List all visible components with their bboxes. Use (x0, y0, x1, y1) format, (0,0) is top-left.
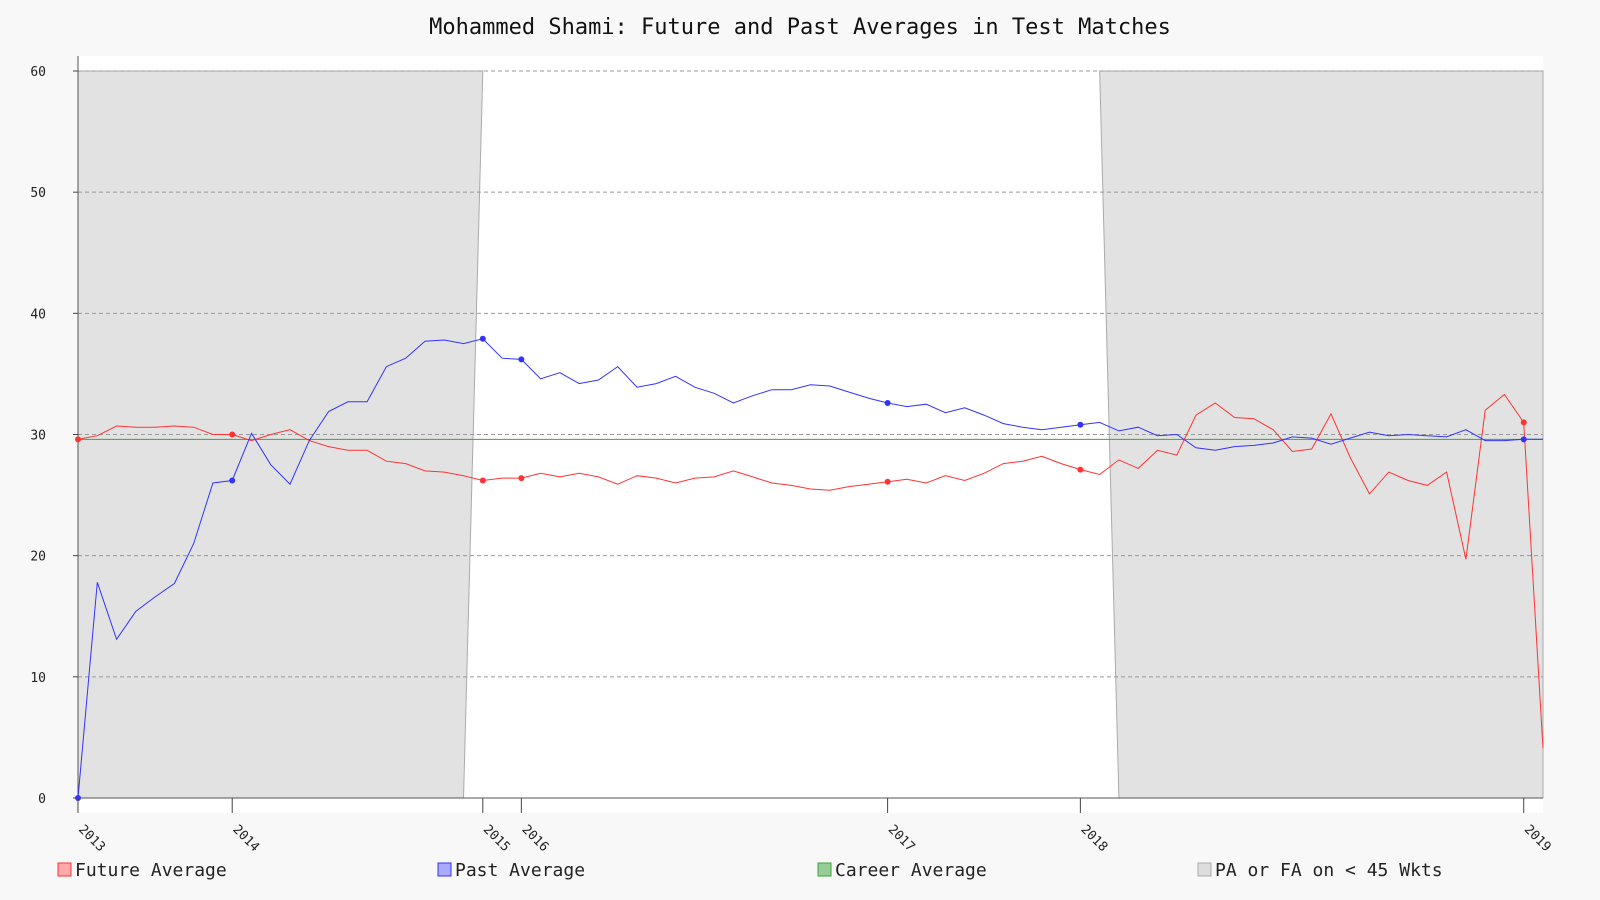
future-average-marker-23 (518, 475, 525, 482)
past-average-line (77, 338, 1543, 799)
legend-label-future-average: Future Average (75, 860, 227, 881)
y-tick-label-0: 0 (38, 792, 46, 807)
future-average-marker-8 (229, 431, 236, 438)
past-average-marker-8 (229, 477, 236, 484)
future-average-marker-75 (1520, 419, 1527, 426)
legend-swatch-pa-or-fa-on-45-wkts (1197, 862, 1212, 877)
y-tick-labels: 0 10 20 30 40 50 60 (30, 65, 46, 807)
future-average-line (77, 393, 1544, 749)
legend-label-career-average: Career Average (835, 860, 987, 881)
future-average-marker-0 (75, 436, 81, 443)
legend-swatch-past-average (437, 862, 452, 877)
x-tick-label-2015: 2015 (480, 822, 513, 855)
past-average-marker-42 (884, 399, 891, 406)
markers-layer (75, 335, 1527, 801)
legend-swatch-career-average (817, 862, 832, 877)
x-tick-label-2016: 2016 (519, 822, 552, 855)
x-tick-label-2019: 2019 (1521, 822, 1554, 855)
chart-title: Mohammed Shami: Future and Past Averages… (429, 15, 1171, 40)
legend-label-pa-or-fa-on-45-wkts: PA or FA on < 45 Wkts (1215, 860, 1443, 881)
y-tick-label-40: 40 (30, 307, 46, 322)
y-tick-label-10: 10 (30, 671, 46, 686)
axes (77, 56, 1543, 813)
gridlines (73, 70, 1543, 799)
x-tick-label-2014: 2014 (229, 822, 262, 855)
y-tick-label-30: 30 (30, 429, 46, 444)
y-tick-label-50: 50 (30, 186, 46, 201)
y-tick-label-60: 60 (30, 65, 46, 80)
legend-swatch-future-average (57, 862, 72, 877)
past-average-marker-21 (479, 335, 486, 342)
series-layer (77, 338, 1544, 799)
low-wicket-regions (77, 70, 1544, 799)
legend: Future Average Past Average Career Average… (57, 860, 1443, 881)
x-tick-label-2013: 2013 (75, 822, 108, 855)
legend-label-past-average: Past Average (455, 860, 585, 881)
past-average-marker-75 (1520, 436, 1527, 443)
y-tick-label-20: 20 (30, 550, 46, 565)
past-average-marker-52 (1077, 421, 1084, 428)
x-tick-label-2017: 2017 (885, 822, 918, 855)
x-tick-label-2018: 2018 (1078, 822, 1111, 855)
future-average-marker-42 (884, 478, 891, 485)
past-average-marker-23 (518, 356, 525, 363)
future-average-marker-52 (1077, 466, 1084, 473)
future-average-marker-21 (479, 477, 486, 484)
